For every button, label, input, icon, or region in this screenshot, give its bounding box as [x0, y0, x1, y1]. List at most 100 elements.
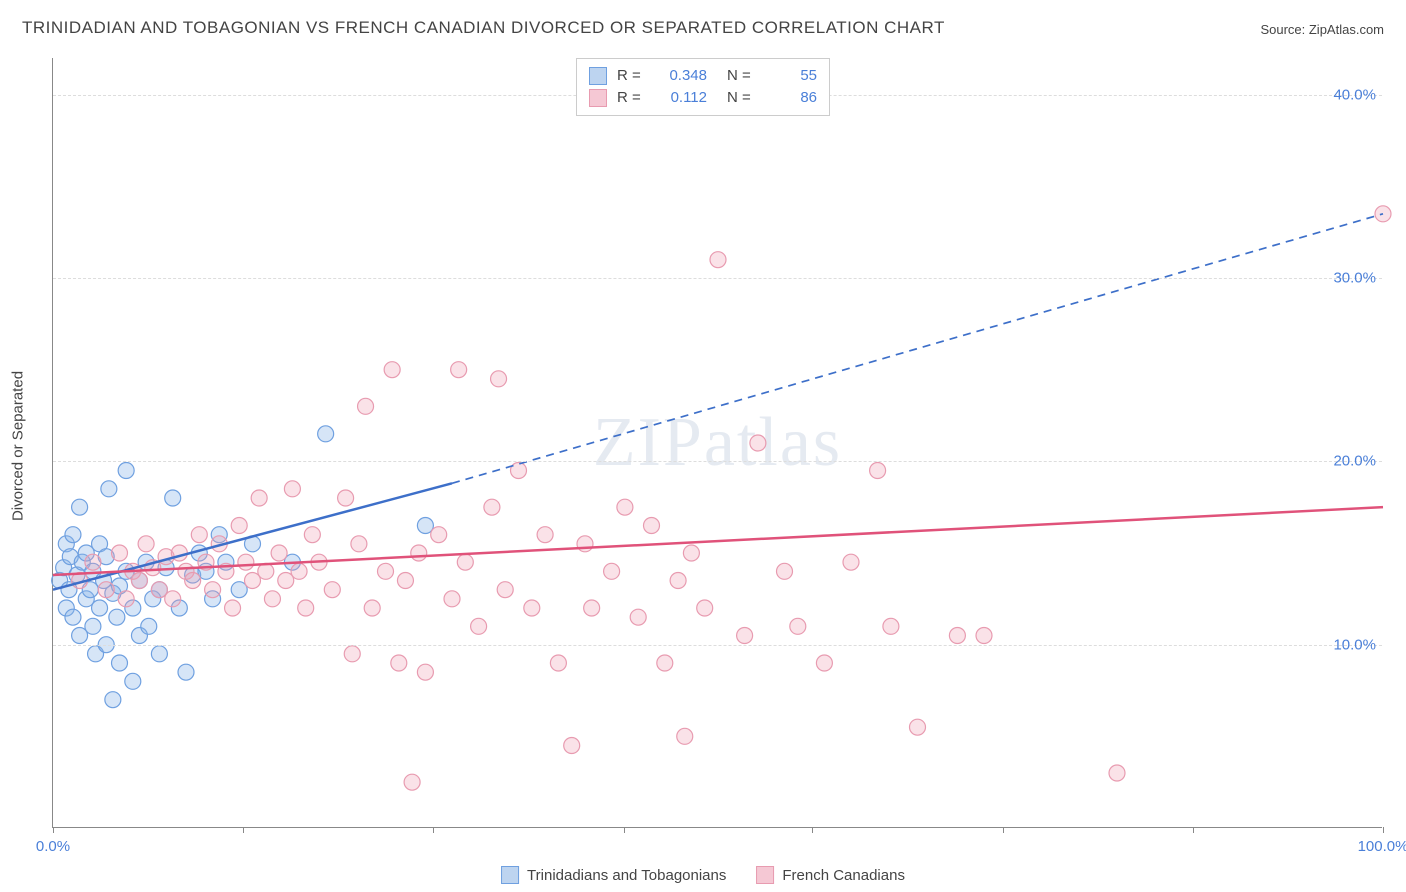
stat-r-value: 0.348: [657, 65, 707, 87]
data-point: [231, 518, 247, 534]
legend-item: French Canadians: [756, 866, 905, 884]
data-point: [85, 554, 101, 570]
chart-container: TRINIDADIAN AND TOBAGONIAN VS FRENCH CAN…: [0, 0, 1406, 892]
data-point: [98, 582, 114, 598]
legend-swatch: [589, 89, 607, 107]
data-point: [72, 499, 88, 515]
data-point: [118, 591, 134, 607]
data-point: [178, 664, 194, 680]
ytick-label: 10.0%: [1333, 636, 1384, 653]
chart-title: TRINIDADIAN AND TOBAGONIAN VS FRENCH CAN…: [22, 18, 945, 38]
data-point: [185, 573, 201, 589]
data-point: [165, 490, 181, 506]
data-point: [138, 536, 154, 552]
data-point: [304, 527, 320, 543]
xtick: [812, 827, 813, 833]
data-point: [364, 600, 380, 616]
data-point: [165, 591, 181, 607]
data-point: [976, 628, 992, 644]
data-point: [298, 600, 314, 616]
data-point: [101, 481, 117, 497]
xtick: [1193, 827, 1194, 833]
xtick: [1003, 827, 1004, 833]
data-point: [109, 609, 125, 625]
data-point: [491, 371, 507, 387]
data-point: [351, 536, 367, 552]
plot-area: ZIPatlas 10.0%20.0%30.0%40.0%0.0%100.0%: [52, 58, 1382, 828]
stat-n-label: N =: [727, 65, 757, 87]
data-point: [384, 362, 400, 378]
data-point: [670, 573, 686, 589]
data-point: [411, 545, 427, 561]
xtick: [53, 827, 54, 833]
legend-swatch: [501, 866, 519, 884]
legend-stats: R =0.348N =55R =0.112N =86: [576, 58, 830, 116]
xtick: [624, 827, 625, 833]
data-point: [324, 582, 340, 598]
legend-label: French Canadians: [782, 867, 905, 884]
data-point: [451, 362, 467, 378]
data-point: [550, 655, 566, 671]
data-point: [251, 490, 267, 506]
data-point: [537, 527, 553, 543]
gridline: [53, 278, 1382, 279]
data-point: [284, 481, 300, 497]
data-point: [125, 673, 141, 689]
data-point: [404, 774, 420, 790]
data-point: [630, 609, 646, 625]
data-point: [750, 435, 766, 451]
data-point: [258, 563, 274, 579]
xtick: [1383, 827, 1384, 833]
data-point: [131, 573, 147, 589]
data-point: [397, 573, 413, 589]
data-point: [378, 563, 394, 579]
ytick-label: 40.0%: [1333, 86, 1384, 103]
data-point: [118, 463, 134, 479]
stat-r-label: R =: [617, 87, 647, 109]
data-point: [151, 646, 167, 662]
data-point: [92, 600, 108, 616]
plot-svg: [53, 58, 1382, 827]
data-point: [777, 563, 793, 579]
data-point: [1109, 765, 1125, 781]
legend-label: Trinidadians and Tobagonians: [527, 867, 726, 884]
data-point: [65, 527, 81, 543]
data-point: [141, 618, 157, 634]
data-point: [338, 490, 354, 506]
data-point: [584, 600, 600, 616]
data-point: [683, 545, 699, 561]
data-point: [65, 609, 81, 625]
data-point: [225, 600, 241, 616]
data-point: [291, 563, 307, 579]
stat-r-label: R =: [617, 65, 647, 87]
legend-stat-row: R =0.348N =55: [589, 65, 817, 87]
data-point: [677, 728, 693, 744]
legend-swatch: [589, 67, 607, 85]
gridline: [53, 461, 1382, 462]
data-point: [484, 499, 500, 515]
data-point: [657, 655, 673, 671]
data-point: [883, 618, 899, 634]
data-point: [85, 618, 101, 634]
xtick: [433, 827, 434, 833]
data-point: [391, 655, 407, 671]
y-axis-label: Divorced or Separated: [10, 371, 27, 521]
data-point: [870, 463, 886, 479]
stat-n-value: 86: [767, 87, 817, 109]
data-point: [577, 536, 593, 552]
legend-swatch: [756, 866, 774, 884]
data-point: [710, 252, 726, 268]
data-point: [816, 655, 832, 671]
data-point: [112, 545, 128, 561]
stat-r-value: 0.112: [657, 87, 707, 109]
data-point: [737, 628, 753, 644]
data-point: [205, 582, 221, 598]
data-point: [471, 618, 487, 634]
source-label: Source: ZipAtlas.com: [1260, 22, 1384, 37]
gridline: [53, 645, 1382, 646]
trend-line-dashed: [452, 214, 1383, 484]
data-point: [358, 398, 374, 414]
xtick-label: 100.0%: [1358, 838, 1406, 855]
legend-series: Trinidadians and Tobagonians French Canad…: [501, 866, 905, 884]
data-point: [457, 554, 473, 570]
